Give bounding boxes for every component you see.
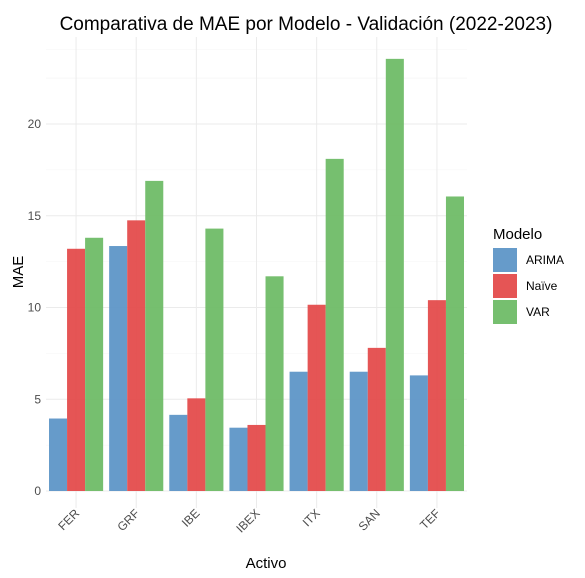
bar-nave-ibe (187, 398, 206, 491)
bar-var-tef (445, 196, 464, 492)
y-tick-label: 0 (34, 484, 41, 498)
bar-nave-itx (307, 304, 326, 491)
legend: Modelo ARIMA Naïve VAR (493, 226, 564, 324)
bar-var-itx (325, 158, 344, 492)
legend-swatch-var (493, 300, 517, 324)
y-tick-label: 20 (28, 117, 42, 131)
bar-nave-tef (427, 300, 446, 491)
y-tick-label: 5 (34, 392, 41, 406)
y-tick-label: 15 (28, 209, 42, 223)
x-axis-title: Activo (246, 555, 287, 572)
bar-var-ibe (205, 228, 224, 491)
bar-var-ibex (265, 276, 284, 491)
legend-label-arima: ARIMA (526, 253, 564, 267)
bars (49, 58, 464, 492)
x-tick-label: IBE (179, 506, 203, 530)
bar-arima-fer (49, 418, 68, 491)
legend-title: Modelo (493, 226, 542, 243)
bar-arima-ibe (169, 414, 188, 491)
x-tick-label: TEF (417, 506, 443, 532)
y-axis-title: MAE (10, 256, 27, 289)
bar-var-san (385, 58, 404, 492)
x-tick-label: GRF (115, 506, 143, 534)
y-axis-ticks: 0 5 10 15 20 (28, 117, 42, 498)
bar-arima-ibex (229, 427, 248, 491)
bar-nave-san (367, 347, 386, 491)
bar-nave-ibex (247, 424, 266, 491)
bar-arima-grf (109, 246, 128, 491)
bar-var-grf (145, 180, 164, 491)
bar-arima-san (349, 371, 368, 491)
x-tick-label: SAN (356, 506, 383, 533)
chart-title: Comparativa de MAE por Modelo - Validaci… (60, 14, 553, 35)
bar-nave-grf (127, 220, 146, 491)
bar-nave-fer (67, 248, 86, 491)
x-tick-label: FER (55, 506, 82, 533)
legend-label-nave: Naïve (526, 279, 558, 293)
legend-swatch-nave (493, 274, 517, 298)
x-tick-label: IBEX (233, 506, 262, 535)
y-tick-label: 10 (28, 301, 42, 315)
legend-swatch-arima (493, 248, 517, 272)
legend-label-var: VAR (526, 305, 550, 319)
bar-var-fer (85, 237, 104, 491)
bar-arima-itx (289, 371, 308, 491)
bar-arima-tef (409, 375, 428, 491)
x-tick-label: ITX (300, 506, 323, 529)
x-axis-ticks: FER GRF IBE IBEX ITX SAN TEF (55, 506, 443, 535)
